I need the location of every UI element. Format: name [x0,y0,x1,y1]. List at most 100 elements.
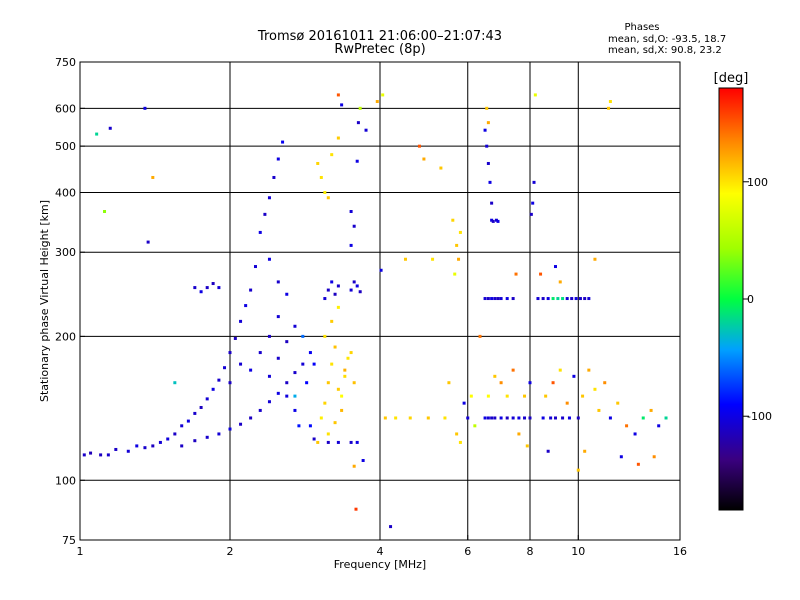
data-point [455,432,459,436]
data-point [333,421,337,425]
data-point [333,345,337,349]
data-point [549,416,553,420]
y-axis-ticks: 75 100 200 300 400 500 600 750 [55,56,85,547]
data-point [199,405,203,409]
data-point [379,268,383,272]
data-point [293,324,297,328]
data-point [249,288,253,292]
data-point [267,334,271,338]
data-point [539,272,543,276]
data-point [199,290,203,294]
data-point [258,408,262,412]
data-point [346,356,350,360]
data-point [205,435,209,439]
data-point [326,381,330,385]
data-point [511,416,515,420]
y-tick-label: 100 [55,474,76,487]
data-point [326,440,330,444]
phase-stats-o: mean, sd,O: -93.5, 18.7 [608,34,726,45]
data-point [281,140,285,144]
data-point [308,351,312,355]
colorbar-ticks: 100 0 -100 [743,176,772,423]
data-point [276,315,280,319]
data-point [499,416,503,420]
data-point [466,416,470,420]
data-point [431,257,435,261]
data-point [403,257,407,261]
data-point [525,444,529,448]
data-point [319,175,323,179]
data-point [443,416,447,420]
data-point [528,416,532,420]
data-point [217,432,221,436]
colorbar-tick-label: 100 [747,176,768,189]
data-point [356,121,360,125]
data-point [312,437,316,441]
data-point [649,408,653,412]
data-point [558,368,562,372]
data-point [486,297,490,301]
data-point [375,100,379,104]
data-point [330,362,334,366]
data-point [553,416,557,420]
data-point [587,297,591,301]
data-point [330,319,334,323]
x-tick-label: 2 [227,545,234,558]
colorbar [718,87,744,511]
data-point [394,416,398,420]
data-point [276,356,280,360]
y-tick-label: 75 [62,534,76,547]
data-point [561,416,565,420]
data-point [514,272,518,276]
data-point [488,180,492,184]
data-point [636,462,640,466]
data-point [485,106,489,110]
data-point [312,362,316,366]
data-point [603,381,607,385]
data-point [633,432,637,436]
data-point [336,93,340,97]
data-point [561,297,565,301]
data-point [657,424,661,428]
data-point [135,444,139,448]
data-point [349,440,353,444]
data-point [263,212,267,216]
y-tick-label: 400 [55,186,76,199]
data-point [576,468,580,472]
data-point [267,196,271,200]
data-point [211,387,215,391]
data-point [544,394,548,398]
data-point [490,201,494,205]
data-point [193,286,197,290]
data-point [276,280,280,284]
data-point [358,106,362,110]
data-point [249,368,253,372]
data-point [228,381,232,385]
grid-lines [80,62,680,540]
data-point [267,257,271,261]
colorbar-tick-label: -100 [747,410,772,423]
data-point [505,416,509,420]
data-point [99,453,103,457]
data-point [517,432,521,436]
data-point [517,416,521,420]
colorbar-label: [deg] [714,71,749,86]
data-point [447,381,451,385]
data-point [143,446,147,450]
data-point [493,297,497,301]
data-point [361,458,365,462]
data-point [546,297,550,301]
data-point [483,416,487,420]
data-point [253,265,257,269]
data-point [258,351,262,355]
data-point [493,416,497,420]
data-point [217,286,221,290]
data-point [333,292,337,296]
data-point [151,175,155,179]
x-tick-label: 1 [77,545,84,558]
data-point [546,449,550,453]
data-point [531,201,535,205]
data-point [490,416,494,420]
data-point [381,93,385,97]
